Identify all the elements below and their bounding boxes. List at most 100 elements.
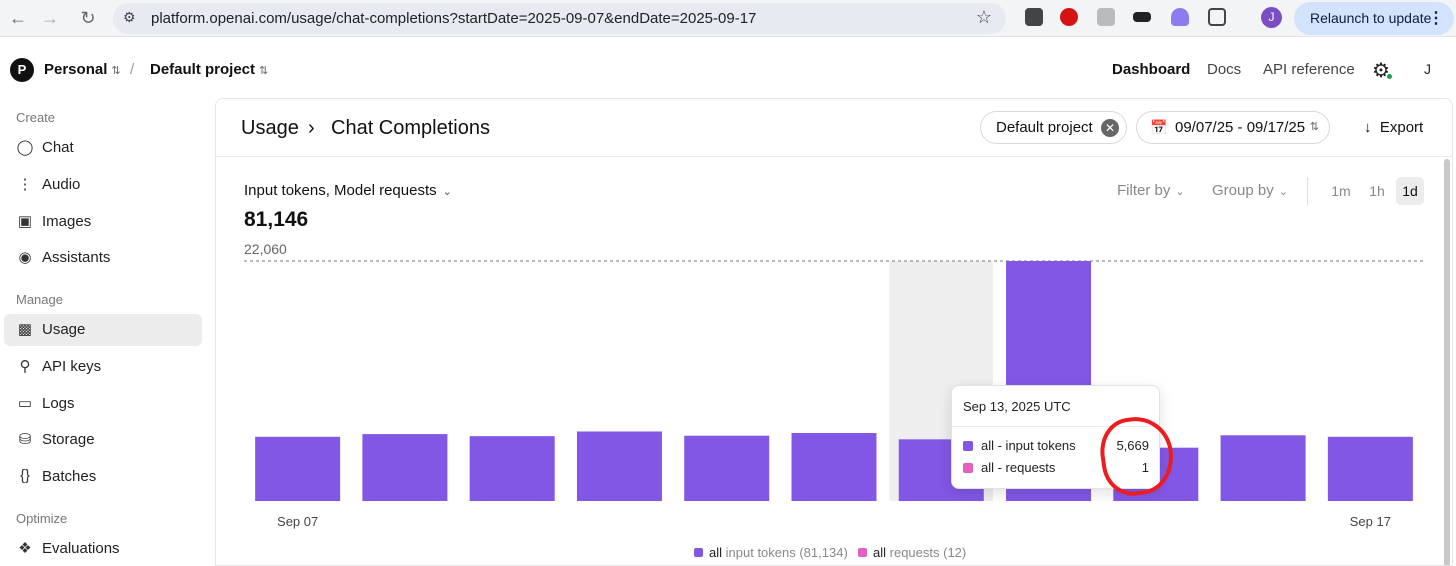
bar-sep-10[interactable] xyxy=(576,431,662,501)
braces-icon: {} xyxy=(19,467,31,484)
adblock-extension-icon[interactable] xyxy=(1060,8,1078,26)
sidebar-item-label: API keys xyxy=(42,358,102,375)
granularity-1m[interactable]: 1m xyxy=(1331,183,1351,199)
total-value: 81,146 xyxy=(244,208,309,231)
bar-sep-08[interactable] xyxy=(362,434,448,501)
browser-menu-icon[interactable]: ⋮ xyxy=(1428,10,1444,27)
sidebar-item-assistants[interactable]: ◉ Assistants xyxy=(4,242,202,274)
sidebar-item-chat[interactable]: ◯ Chat xyxy=(4,132,202,164)
back-arrow-icon[interactable]: ← xyxy=(9,8,27,28)
swatch-requests xyxy=(963,463,973,473)
sidebar-item-label: Usage xyxy=(42,321,86,338)
sidebar-item-label: Batches xyxy=(42,468,97,485)
tooltip-row-label: all - requests xyxy=(981,460,1056,475)
usage-bar-chart[interactable]: 22,060 Sep 07 Sep 17 xyxy=(216,239,1436,566)
project-filter-label: Default project xyxy=(996,119,1093,136)
sidebar-item-storage[interactable]: ⛁ Storage xyxy=(4,424,202,456)
chevron-updown-icon: ⇅ xyxy=(1309,121,1319,133)
status-dot xyxy=(1386,73,1393,80)
sidebar-item-images[interactable]: ▣ Images xyxy=(4,206,202,238)
org-switcher[interactable]: Personal ⇅ xyxy=(44,61,121,78)
tooltip-divider xyxy=(952,426,1159,427)
settings-gear-icon[interactable]: ⚙ xyxy=(1372,60,1390,82)
chart-tooltip: Sep 13, 2025 UTC all - input tokens 5,66… xyxy=(951,385,1160,489)
key-icon: ⚲ xyxy=(19,358,31,375)
legend-swatch xyxy=(858,548,867,557)
legend-label: input tokens (81,134) xyxy=(725,545,848,560)
legend-input-tokens[interactable]: all input tokens (81,134) xyxy=(694,545,848,560)
calendar-icon: 📅 xyxy=(1150,119,1168,135)
database-icon: ⛁ xyxy=(18,431,32,448)
sidebar-item-label: Assistants xyxy=(42,249,111,266)
sidebar-item-label: Images xyxy=(42,213,92,230)
main-panel: Usage › Chat Completions Default project… xyxy=(215,98,1453,566)
extension-icon[interactable] xyxy=(1097,8,1115,26)
sidebar-item-evaluations[interactable]: ❖ Evaluations xyxy=(4,533,202,565)
tooltip-row-label: all - input tokens xyxy=(981,438,1076,453)
clear-filter-icon[interactable]: ✕ xyxy=(1101,119,1119,137)
bar-sep-11[interactable] xyxy=(684,435,770,501)
puzzle-extensions-icon[interactable] xyxy=(1208,8,1226,26)
sidebar: Create ◯ Chat ⋮ Audio ▣ Images ◉ Assistants Manag… xyxy=(0,98,214,566)
chevron-down-icon: ⌄ xyxy=(1278,186,1288,198)
date-range-picker[interactable]: 📅 09/07/25 - 09/17/25 ⇅ xyxy=(1136,111,1330,144)
bar-sep-12[interactable] xyxy=(791,433,877,501)
chat-bubble-icon: ◯ xyxy=(16,139,34,156)
metric-selector[interactable]: Input tokens, Model requests ⌄ xyxy=(244,182,452,199)
sidebar-section-title: Optimize xyxy=(16,511,68,526)
legend-swatch xyxy=(694,548,703,557)
mask-extension-icon[interactable] xyxy=(1133,12,1151,22)
audio-wave-icon: ⋮ xyxy=(17,176,33,193)
extension-icon[interactable] xyxy=(1171,8,1189,26)
project-filter-chip[interactable]: Default project ✕ xyxy=(980,111,1127,144)
relaunch-button[interactable]: Relaunch to update ⋮ xyxy=(1294,2,1454,35)
url-text[interactable]: platform.openai.com/usage/chat-completio… xyxy=(151,10,757,27)
chevron-down-icon: ⌄ xyxy=(1175,186,1185,198)
nav-docs[interactable]: Docs xyxy=(1207,61,1242,78)
sidebar-item-label: Chat xyxy=(42,139,74,156)
breadcrumb-usage[interactable]: Usage xyxy=(241,117,299,139)
extension-icon[interactable] xyxy=(1025,8,1043,26)
sidebar-item-audio[interactable]: ⋮ Audio xyxy=(4,169,202,201)
granularity-1h[interactable]: 1h xyxy=(1369,183,1385,199)
sidebar-item-api-keys[interactable]: ⚲ API keys xyxy=(4,351,202,383)
divider xyxy=(1307,177,1308,205)
bar-sep-09[interactable] xyxy=(469,436,555,501)
legend-prefix: all xyxy=(709,545,723,560)
user-avatar[interactable]: J xyxy=(1424,61,1431,77)
project-name: Default project xyxy=(150,61,256,78)
filter-by-dropdown[interactable]: Filter by ⌄ xyxy=(1117,182,1185,199)
robot-icon: ◉ xyxy=(18,249,32,266)
bar-sep-07[interactable] xyxy=(255,436,341,501)
relaunch-label: Relaunch to update xyxy=(1310,10,1432,26)
nav-api-reference[interactable]: API reference xyxy=(1263,61,1355,78)
bookmark-star-icon[interactable]: ☆ xyxy=(975,7,992,27)
sidebar-item-usage[interactable]: ▩ Usage xyxy=(4,314,202,346)
x-tick-label: Sep 07 xyxy=(277,514,318,529)
x-tick-label: Sep 17 xyxy=(1350,514,1391,529)
group-by-dropdown[interactable]: Group by ⌄ xyxy=(1212,182,1288,199)
sidebar-item-batches[interactable]: {} Batches xyxy=(4,461,202,493)
export-button[interactable]: ↓ Export xyxy=(1364,119,1423,136)
tooltip-date: Sep 13, 2025 UTC xyxy=(963,399,1071,414)
bar-sep-17[interactable] xyxy=(1327,436,1413,501)
tooltip-row-value: 5,669 xyxy=(1116,438,1149,453)
export-label: Export xyxy=(1379,119,1424,136)
granularity-1d[interactable]: 1d xyxy=(1396,177,1424,205)
legend-requests[interactable]: all requests (12) xyxy=(858,545,966,560)
sidebar-item-label: Storage xyxy=(42,431,95,448)
project-switcher[interactable]: Default project ⇅ xyxy=(150,61,268,78)
bar-sep-16[interactable] xyxy=(1220,435,1306,501)
forward-arrow-icon[interactable]: → xyxy=(41,8,59,28)
compass-icon: ❖ xyxy=(18,540,32,557)
org-avatar[interactable]: P xyxy=(10,58,34,82)
address-bar[interactable]: ⚙ platform.openai.com/usage/chat-complet… xyxy=(113,3,1006,34)
nav-dashboard[interactable]: Dashboard xyxy=(1112,61,1191,78)
chevron-down-icon: ⌄ xyxy=(442,186,452,198)
browser-profile-avatar[interactable]: J xyxy=(1261,7,1282,28)
sidebar-item-logs[interactable]: ▭ Logs xyxy=(4,388,202,420)
chevron-updown-icon: ⇅ xyxy=(259,65,269,77)
reload-icon[interactable]: ↻ xyxy=(80,8,96,28)
site-settings-icon[interactable]: ⚙ xyxy=(123,9,136,25)
scrollbar[interactable] xyxy=(1444,159,1450,565)
